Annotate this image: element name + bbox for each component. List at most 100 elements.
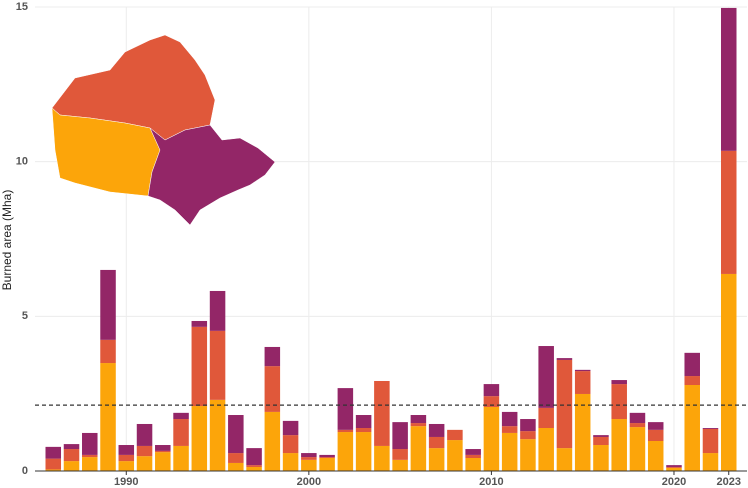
bar-segment <box>228 453 244 463</box>
bar-segment <box>355 432 372 471</box>
bar-segment <box>82 454 98 458</box>
y-axis-label: Burned area (Mha) <box>0 190 14 291</box>
bar-segment <box>483 384 500 397</box>
bar-segment <box>45 469 62 471</box>
bar-segment <box>118 461 135 471</box>
bar-segment <box>538 346 554 408</box>
bar-segment <box>428 423 445 437</box>
bar-segment <box>593 445 609 471</box>
bar-segment <box>82 432 98 455</box>
bars <box>45 7 737 471</box>
bar-segment <box>611 380 627 385</box>
bar-segment <box>574 369 591 372</box>
bar-segment <box>465 449 481 455</box>
bar-segment <box>191 320 208 327</box>
bar-segment <box>45 458 62 470</box>
bar-segment <box>501 426 518 433</box>
bar-segment <box>465 454 481 459</box>
bar-segment <box>574 393 591 471</box>
bar-segment <box>720 150 737 274</box>
bar-segment <box>63 461 80 471</box>
bar-segment <box>264 346 281 367</box>
y-tick-label: 5 <box>22 310 28 322</box>
bar-segment <box>118 445 135 455</box>
bar-segment <box>410 426 427 471</box>
bar-segment <box>447 429 463 441</box>
bar-segment <box>392 422 408 450</box>
bar-segment <box>209 330 226 400</box>
bar-segment <box>520 431 536 440</box>
bar-segment <box>647 422 664 430</box>
bar-segment <box>337 388 354 430</box>
bar-segment <box>593 435 609 437</box>
bar-segment <box>702 453 719 471</box>
bar-segment <box>118 454 135 462</box>
bar-segment <box>337 432 354 471</box>
bar-segment <box>337 429 354 433</box>
x-tick-label: 2023 <box>717 476 741 488</box>
bar-segment <box>319 458 335 471</box>
bar-segment <box>483 406 500 471</box>
bar-segment <box>520 419 536 432</box>
bar-segment <box>629 423 646 428</box>
bar-segment <box>629 412 646 424</box>
bar-segment <box>611 384 627 420</box>
bar-segment <box>100 269 116 340</box>
bar-segment <box>611 419 627 471</box>
bar-segment <box>666 465 682 467</box>
bar-segment <box>647 440 664 471</box>
bar-segment <box>301 457 317 460</box>
bar-segment <box>228 415 244 454</box>
bar-segment <box>520 439 536 471</box>
bar-segment <box>556 358 573 360</box>
bar-segment <box>355 415 372 429</box>
bar-segment <box>209 399 226 471</box>
bar-segment <box>538 428 554 471</box>
bar-segment <box>666 467 682 471</box>
bar-segment <box>301 459 317 471</box>
bar-segment <box>702 428 719 454</box>
bar-segment <box>264 411 281 471</box>
bar-segment <box>720 273 737 471</box>
bar-segment <box>447 440 463 471</box>
bar-segment <box>428 448 445 471</box>
bar-segment <box>246 465 262 467</box>
bar-segment <box>556 359 573 449</box>
canada-map-inset <box>51 34 276 226</box>
bar-segment <box>392 449 408 460</box>
bar-segment <box>410 415 427 424</box>
bar-segment <box>63 449 80 462</box>
bar-segment <box>136 423 153 446</box>
bar-segment <box>374 380 390 446</box>
bar-segment <box>702 428 719 429</box>
bar-segment <box>173 419 189 446</box>
bar-segment <box>45 446 62 459</box>
x-tick-label: 1990 <box>114 476 138 488</box>
bar-segment <box>264 366 281 412</box>
bar-segment <box>191 406 208 471</box>
bar-segment <box>374 445 390 471</box>
bar-segment <box>136 456 153 471</box>
bar-segment <box>100 363 116 471</box>
bar-segment <box>684 385 700 471</box>
bar-segment <box>684 376 700 386</box>
bar-segment <box>301 453 317 458</box>
bar-segment <box>355 428 372 433</box>
bar-segment <box>629 427 646 471</box>
bar-segment <box>392 459 408 471</box>
bar-segment <box>501 411 518 427</box>
bar-segment <box>282 420 299 436</box>
bar-segment <box>666 466 682 468</box>
bar-segment <box>82 457 98 471</box>
bar-segment <box>173 445 189 471</box>
bar-segment <box>319 457 335 459</box>
bar-segment <box>684 352 700 377</box>
bar-segment <box>155 452 171 471</box>
bar-segment <box>593 436 609 446</box>
bar-segment <box>410 423 427 427</box>
bar-segment <box>282 453 299 471</box>
bar-segment <box>465 458 481 471</box>
bar-segment <box>136 445 153 457</box>
bar-segment <box>501 432 518 471</box>
y-tick-label: 10 <box>16 156 28 168</box>
